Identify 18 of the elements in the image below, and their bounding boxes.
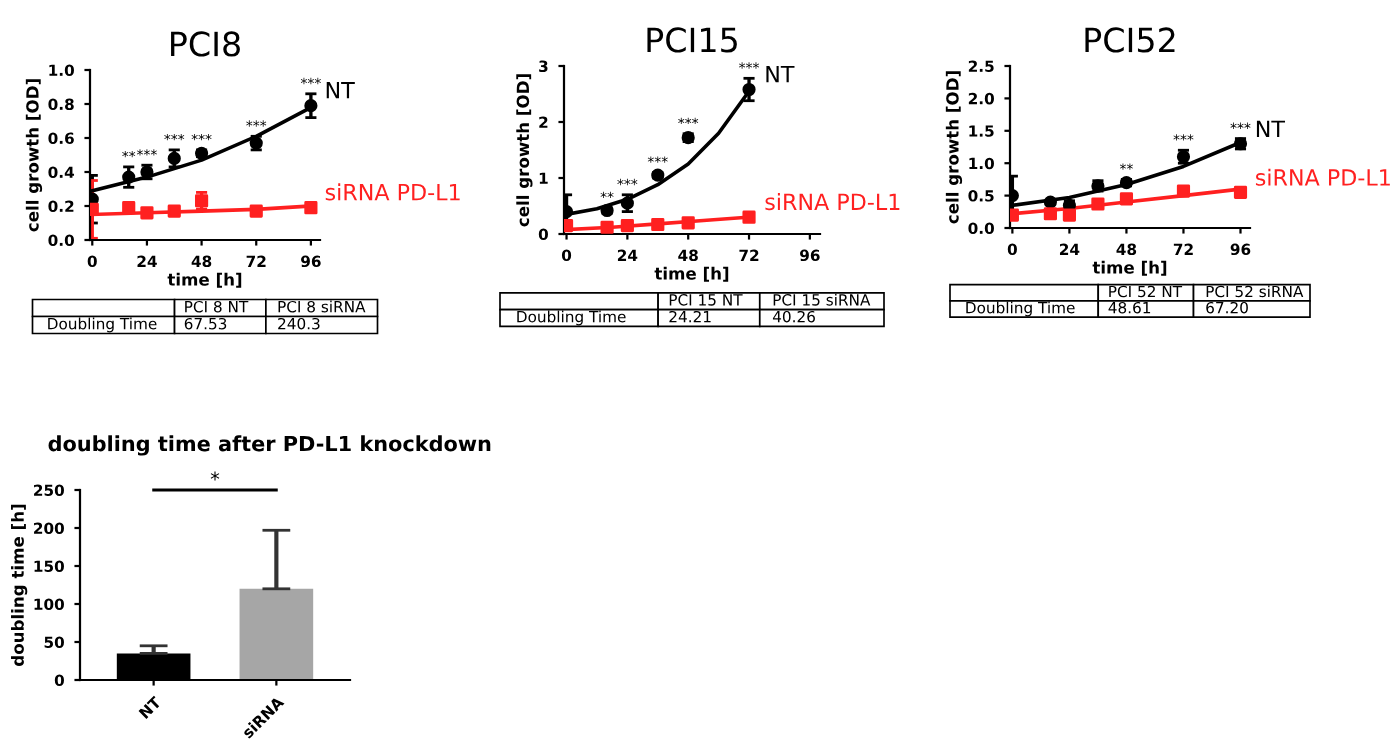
series-label: NT — [766, 66, 795, 83]
series-label: siRNA PD-L1 — [325, 183, 460, 201]
chart-title: PCI15 — [647, 27, 737, 53]
series-label: NT — [1256, 120, 1286, 137]
y-axis-title: cell growth [OD] — [516, 74, 533, 227]
chart-title: PCI52 — [1085, 27, 1175, 53]
y-axis-title: cell growth [OD] — [25, 79, 43, 232]
series-label: NT — [326, 82, 355, 99]
y-axis-title: doubling time [h] — [11, 504, 28, 666]
x-axis-title: time [h] — [654, 266, 729, 282]
text: * — [210, 471, 220, 481]
series-label: siRNA PD-L1 — [1255, 168, 1390, 186]
x-axis-title: time [h] — [1092, 260, 1167, 276]
x-axis-title: time [h] — [167, 272, 242, 288]
y-axis-title: cell growth [OD] — [945, 71, 963, 224]
chart-title: doubling time after PD-L1 knockdown — [48, 435, 491, 456]
chart-title: PCI8 — [171, 31, 240, 57]
series-label: siRNA PD-L1 — [765, 193, 900, 211]
